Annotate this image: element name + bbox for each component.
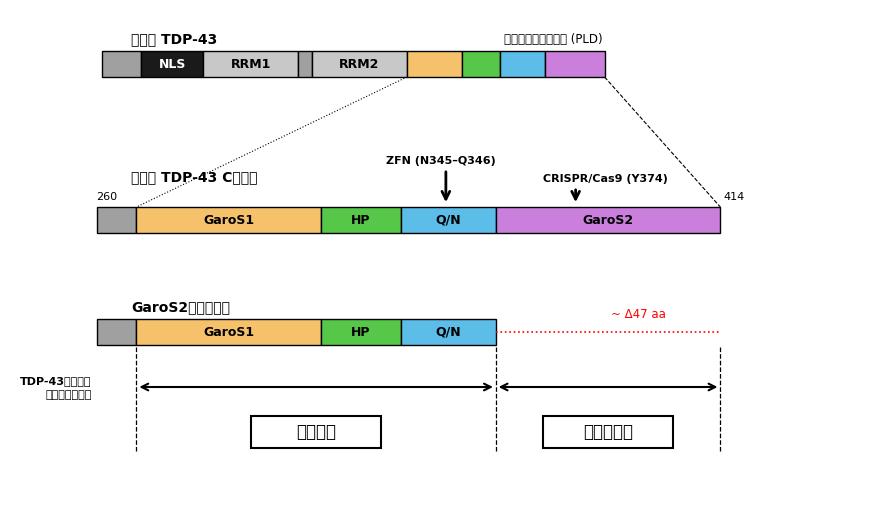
Bar	[101, 51, 141, 77]
Text: RRM1: RRM1	[231, 57, 271, 70]
Bar	[543, 416, 673, 448]
Text: GaroS2: GaroS2	[583, 213, 634, 227]
Text: HP: HP	[352, 213, 371, 227]
Bar	[462, 51, 500, 77]
Text: 260: 260	[96, 192, 117, 202]
Text: TDP-43の安定性: TDP-43の安定性	[20, 376, 91, 386]
Bar	[203, 51, 298, 77]
Bar	[544, 51, 605, 77]
Bar	[141, 51, 203, 77]
Text: 必須領域: 必須領域	[296, 423, 337, 441]
Text: CRISPR/Cas9 (Y374): CRISPR/Cas9 (Y374)	[543, 174, 668, 184]
Bar	[137, 207, 321, 233]
Text: マウスの生存性: マウスの生存性	[45, 390, 91, 400]
Text: GaroS1: GaroS1	[203, 325, 254, 339]
Bar	[401, 207, 496, 233]
Text: プリオン様ドメイン (PLD): プリオン様ドメイン (PLD)	[503, 32, 603, 46]
Bar	[298, 51, 313, 77]
Bar	[321, 319, 401, 345]
Text: ZFN (N345–Q346): ZFN (N345–Q346)	[386, 156, 496, 166]
Text: Q/N: Q/N	[435, 325, 461, 339]
Bar	[313, 51, 407, 77]
Bar	[97, 207, 137, 233]
Bar	[137, 319, 321, 345]
Bar	[97, 319, 137, 345]
Text: NLS: NLS	[159, 57, 186, 70]
Text: GaroS2欠損マウス: GaroS2欠損マウス	[131, 300, 231, 314]
Bar	[407, 51, 462, 77]
Text: 非必須領域: 非必須領域	[583, 423, 633, 441]
Text: 野生型 TDP-43: 野生型 TDP-43	[131, 32, 218, 46]
Bar	[496, 207, 720, 233]
Bar	[251, 416, 381, 448]
Text: ~ Δ47 aa: ~ Δ47 aa	[611, 308, 665, 320]
Text: GaroS1: GaroS1	[203, 213, 254, 227]
Bar	[500, 51, 544, 77]
Text: 414: 414	[724, 192, 744, 202]
Text: RRM2: RRM2	[339, 57, 380, 70]
Text: Q/N: Q/N	[435, 213, 461, 227]
Bar	[321, 207, 401, 233]
Text: 野生型 TDP-43 C末領域: 野生型 TDP-43 C末領域	[131, 170, 258, 184]
Text: HP: HP	[352, 325, 371, 339]
Bar	[401, 319, 496, 345]
